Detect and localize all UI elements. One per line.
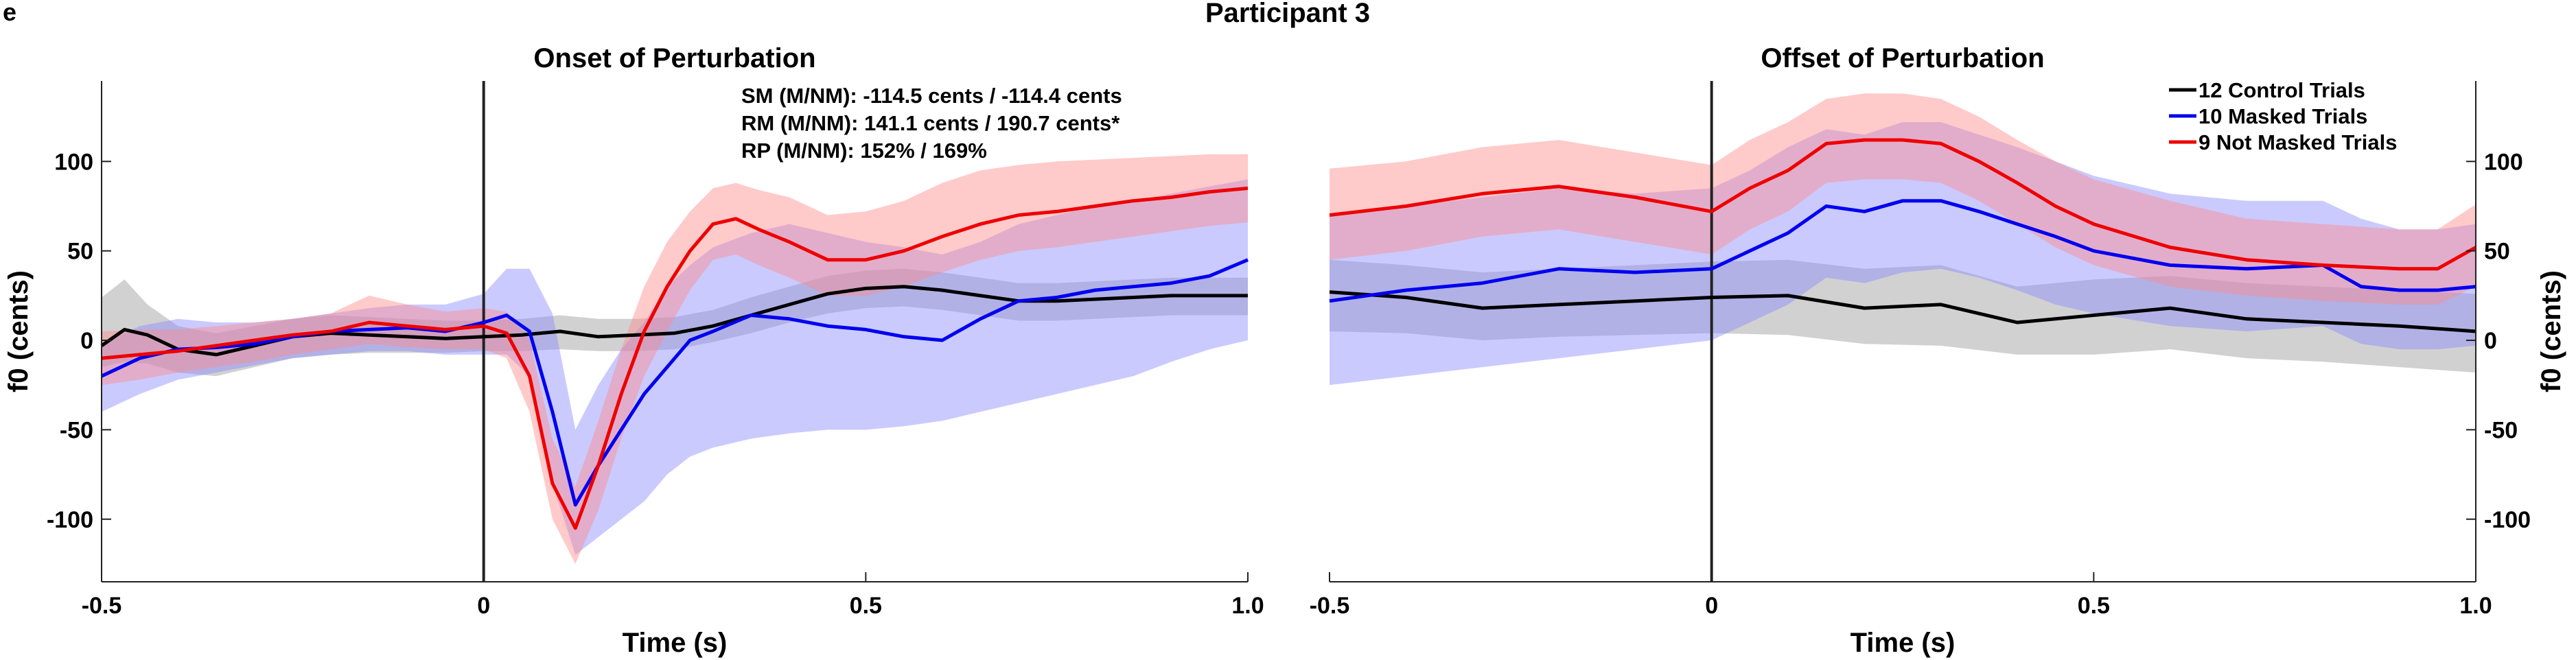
y-tick-label: 100 <box>54 149 93 175</box>
x-tick-label: 0 <box>477 593 490 619</box>
y-axis-label: f0 (cents) <box>2536 270 2566 392</box>
y-tick-label: 100 <box>2484 149 2523 175</box>
y-tick-label: 50 <box>2484 239 2510 265</box>
stats-rp-text: RP (M/NM): 152% / 169% <box>741 139 987 163</box>
y-tick-label: 0 <box>2484 328 2497 354</box>
series-band-control <box>1330 259 2476 373</box>
figure-title: Participant 3 <box>1205 0 1370 28</box>
panel-title: Offset of Perturbation <box>1761 43 2044 73</box>
y-tick-label: 50 <box>67 239 93 265</box>
y-tick-label: 0 <box>80 328 93 354</box>
y-tick-label: -100 <box>47 507 93 533</box>
x-tick-label: 1.0 <box>1231 593 1264 619</box>
stats-annotation: SM (M/NM): -114.5 cents / -114.4 cents R… <box>741 84 1122 163</box>
x-tick-label: 1.0 <box>2459 593 2492 619</box>
y-tick-label: -50 <box>60 417 93 443</box>
y-axis-label: f0 (cents) <box>3 270 34 392</box>
stats-sm-text: SM (M/NM): -114.5 cents / -114.4 cents <box>741 84 1122 108</box>
y-tick-label: -50 <box>2484 417 2518 443</box>
series-line-not_masked <box>101 186 1249 530</box>
legend-not-masked-label: 9 Not Masked Trials <box>2198 130 2397 154</box>
x-tick-label: 0.5 <box>850 593 882 619</box>
series-line-control <box>1329 290 2476 333</box>
series-line-not_masked <box>1329 138 2477 271</box>
x-axis-label: Time (s) <box>623 628 728 658</box>
panel-letter: e <box>3 0 16 26</box>
x-axis-label: Time (s) <box>1850 628 1956 658</box>
series-band-not_masked <box>102 154 1248 564</box>
stats-rm-text: RM (M/NM): 141.1 cents / 190.7 cents* <box>741 111 1120 135</box>
legend-control-label: 12 Control Trials <box>2198 78 2365 102</box>
x-tick-label: 0 <box>1705 593 1718 619</box>
offset-panel: -0.5 0 0.5 1.0 -100 -50 0 50 100 Offset of Pertur… <box>1310 43 2566 658</box>
panel-title: Onset of Perturbation <box>533 43 815 73</box>
legend-masked-label: 10 Masked Trials <box>2198 104 2367 128</box>
series-band-masked <box>1330 122 2476 386</box>
x-tick-label: -0.5 <box>1310 593 1350 619</box>
series-band-control <box>102 268 1248 377</box>
series-line-masked <box>1329 199 2476 303</box>
legend: 12 Control Trials 10 Masked Trials 9 Not… <box>2169 78 2397 154</box>
series-band-masked <box>102 179 1248 555</box>
onset-panel: -0.5 0 0.5 1.0 -100 -50 0 50 100 Onset of Perturb… <box>3 43 1264 658</box>
y-tick-label: -100 <box>2484 507 2531 533</box>
x-tick-label: 0.5 <box>2078 593 2110 619</box>
x-tick-label: -0.5 <box>82 593 122 619</box>
